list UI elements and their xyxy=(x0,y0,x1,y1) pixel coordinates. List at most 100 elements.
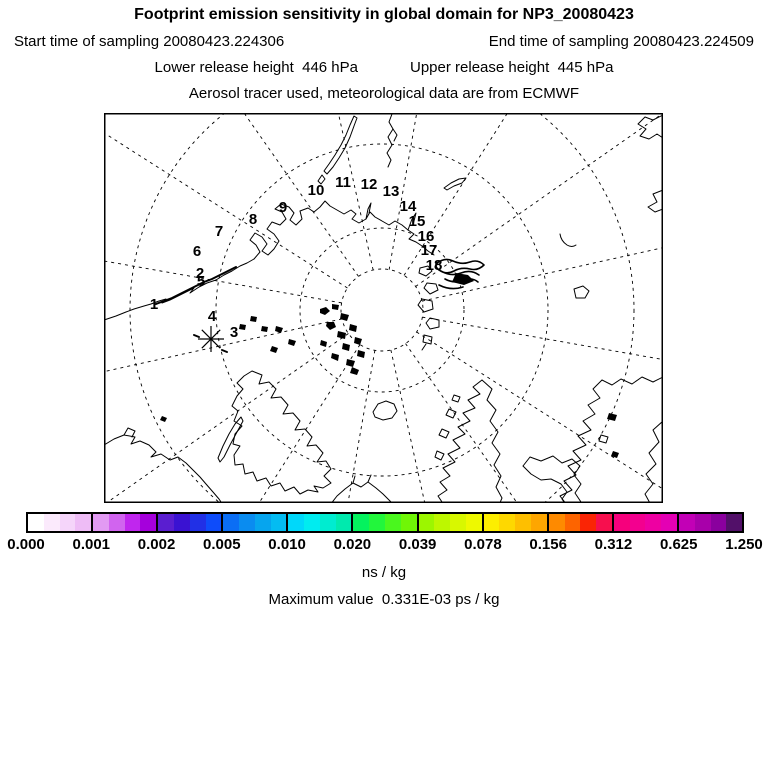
trajectory-number: 13 xyxy=(383,183,400,200)
colorbar-tick: 0.625 xyxy=(659,536,698,553)
colorbar-tick-labels: 0.000 0.001 0.002 0.005 0.010 0.020 0.039 0.078… xyxy=(7,536,763,554)
meridian-line xyxy=(421,247,662,302)
start-time-text: Start time of sampling 20080423.224306 xyxy=(14,33,285,50)
map-frame xyxy=(104,113,663,503)
trajectory-number: 8 xyxy=(249,211,257,228)
colorbar-cell xyxy=(465,514,482,531)
figure-title: Footprint emission sensitivity in global… xyxy=(134,6,634,23)
colorbar-tick: 0.010 xyxy=(268,536,306,553)
trajectory-number: 7 xyxy=(215,223,223,240)
coast-yamal xyxy=(365,202,372,220)
colorbar-tick: 0.000 xyxy=(7,536,45,553)
coast-bottom-left-bay xyxy=(123,427,136,438)
fjord-isle-2 xyxy=(438,428,450,439)
colorbar-cell xyxy=(645,514,662,531)
colorbar-units: ns / kg xyxy=(361,564,407,581)
coast-bottom-center xyxy=(331,481,392,502)
trajectory-number: 3 xyxy=(230,324,238,341)
colorbar-cell xyxy=(124,514,141,531)
meridian-line xyxy=(347,350,376,502)
latitude-circle xyxy=(299,227,465,393)
colorbar-cell xyxy=(515,514,531,531)
latitude-circle xyxy=(129,114,635,502)
colorbar-segment xyxy=(676,514,743,531)
coast-fjords-east xyxy=(481,379,503,502)
trajectory-number: 4 xyxy=(208,308,217,325)
coast-top-center xyxy=(386,114,394,168)
colorbar-cell xyxy=(173,514,190,531)
trajectory-number: 10 xyxy=(308,182,325,199)
latitude-circle xyxy=(340,268,424,352)
meridian-line xyxy=(244,114,359,277)
coast-bottom-center-tick1 xyxy=(352,475,356,484)
meridian-line xyxy=(105,318,343,372)
colorbar-tick: 0.039 xyxy=(398,536,437,553)
fjord-isle-3 xyxy=(434,450,445,461)
coast-bottom-left xyxy=(105,434,222,502)
island-pentagon xyxy=(573,285,590,299)
coast-scandinavia-ridge xyxy=(155,266,237,305)
colorbar-segment xyxy=(546,514,612,531)
colorbar-segment xyxy=(156,514,222,531)
colorbar-segment xyxy=(611,514,677,531)
baltic-bit-3 xyxy=(611,451,619,458)
trajectory-number: 12 xyxy=(361,176,378,193)
meridian-line xyxy=(405,343,517,502)
fjord-isle-4 xyxy=(451,394,461,403)
meridian-line xyxy=(105,132,348,289)
meridian-line xyxy=(422,316,662,360)
meridian-line xyxy=(390,349,426,502)
colorbar-cell xyxy=(205,514,222,531)
meridian-line xyxy=(403,114,508,276)
coast-taymyr-tip xyxy=(407,212,417,231)
trajectory-number: 6 xyxy=(193,243,201,260)
colorbar-segment xyxy=(28,514,92,531)
colorbar-segment xyxy=(416,514,482,531)
island-vaygach xyxy=(317,174,326,185)
baltic-bit-1 xyxy=(607,413,617,421)
colorbar-cell xyxy=(418,514,435,531)
colorbar-segment xyxy=(91,514,157,531)
colorbar-cell xyxy=(726,514,743,531)
island-hook xyxy=(559,233,577,247)
colorbar-cell xyxy=(335,514,352,531)
coast-bottom-center-tick2 xyxy=(367,474,372,483)
colorbar-cell xyxy=(369,514,386,531)
colorbar-segment xyxy=(286,514,352,531)
island-novaya-zemlya xyxy=(323,115,358,175)
islet-3 xyxy=(221,349,228,353)
tracer-text: Aerosol tracer used, meteorological data… xyxy=(188,85,580,102)
meridian-line xyxy=(107,333,349,502)
coast-europe-north xyxy=(601,376,662,386)
colorbar-cell xyxy=(564,514,581,531)
arctic-map: 1 2 3 4 5 6 7 8 9 10 11 12 13 14 15 16 17 18 xyxy=(104,113,663,503)
coast-siberia xyxy=(299,200,435,256)
trajectory-number: 15 xyxy=(409,213,426,230)
colorbar-segment xyxy=(481,514,547,531)
sampling-times-line: Start time of sampling 20080423.224306 E… xyxy=(0,33,768,50)
island-slanted xyxy=(443,177,467,191)
latitude-circle xyxy=(215,143,549,477)
max-value-text: Maximum value 0.331E-03 ps / kg xyxy=(268,591,500,608)
coastlines xyxy=(105,114,662,502)
coast-white-sea xyxy=(249,203,303,260)
meridian-line xyxy=(338,114,374,271)
colorbar-cell xyxy=(613,514,630,531)
colorbar-cell xyxy=(304,514,320,531)
colorbar-cell xyxy=(270,514,287,531)
end-time-text: End time of sampling 20080423.224509 xyxy=(488,33,754,50)
colorbar-cell xyxy=(189,514,206,531)
colorbar-cell xyxy=(288,514,305,531)
colorbar-cell xyxy=(353,514,370,531)
fjord-isle-1 xyxy=(445,408,457,419)
colorbar-segment xyxy=(221,514,287,531)
archipelago-cluster xyxy=(239,304,365,375)
meridian-line xyxy=(259,344,361,502)
trajectory-number: 9 xyxy=(279,199,287,216)
colorbar-cell xyxy=(108,514,125,531)
baltic-bit-2 xyxy=(598,434,609,444)
coast-greenland xyxy=(231,370,332,495)
